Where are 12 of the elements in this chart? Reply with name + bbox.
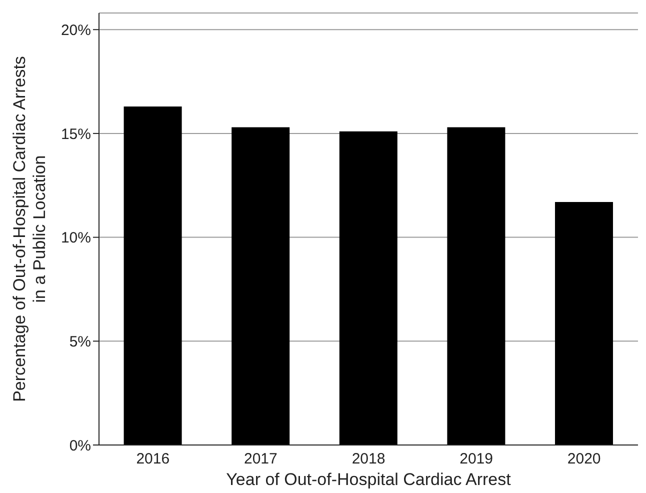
y-tick-label: 5%	[69, 333, 91, 350]
x-axis-title: Year of Out-of-Hospital Cardiac Arrest	[226, 470, 512, 489]
x-tick-label: 2020	[567, 450, 601, 468]
y-tick-label: 10%	[60, 230, 91, 247]
y-tick-label: 15%	[60, 126, 91, 143]
y-tick-label: 20%	[60, 22, 91, 39]
x-tick-label: 2019	[460, 450, 493, 468]
y-axis-title: Percentage of Out-of-Hospital Cardiac Arrests in a Public Location	[10, 56, 49, 402]
x-tick-label: 2017	[244, 450, 278, 468]
y-tick-label: 0%	[69, 437, 91, 454]
x-tick-label: 2016	[136, 450, 170, 468]
x-tick-label: 2018	[352, 450, 386, 468]
